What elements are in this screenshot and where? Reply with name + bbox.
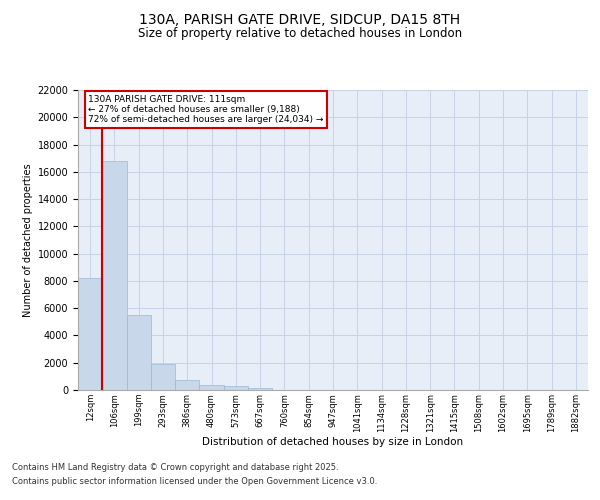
Bar xyxy=(175,380,199,390)
Text: 130A, PARISH GATE DRIVE, SIDCUP, DA15 8TH: 130A, PARISH GATE DRIVE, SIDCUP, DA15 8T… xyxy=(139,12,461,26)
Text: Size of property relative to detached houses in London: Size of property relative to detached ho… xyxy=(138,28,462,40)
Text: Contains public sector information licensed under the Open Government Licence v3: Contains public sector information licen… xyxy=(12,477,377,486)
Bar xyxy=(199,384,224,390)
Bar xyxy=(151,364,175,390)
Bar xyxy=(102,161,127,390)
Text: Contains HM Land Registry data © Crown copyright and database right 2025.: Contains HM Land Registry data © Crown c… xyxy=(12,464,338,472)
Bar xyxy=(248,388,272,390)
Y-axis label: Number of detached properties: Number of detached properties xyxy=(23,163,33,317)
Bar xyxy=(127,315,151,390)
Bar xyxy=(224,386,248,390)
X-axis label: Distribution of detached houses by size in London: Distribution of detached houses by size … xyxy=(202,438,464,448)
Bar xyxy=(78,278,102,390)
Text: 130A PARISH GATE DRIVE: 111sqm
← 27% of detached houses are smaller (9,188)
72% : 130A PARISH GATE DRIVE: 111sqm ← 27% of … xyxy=(88,94,323,124)
